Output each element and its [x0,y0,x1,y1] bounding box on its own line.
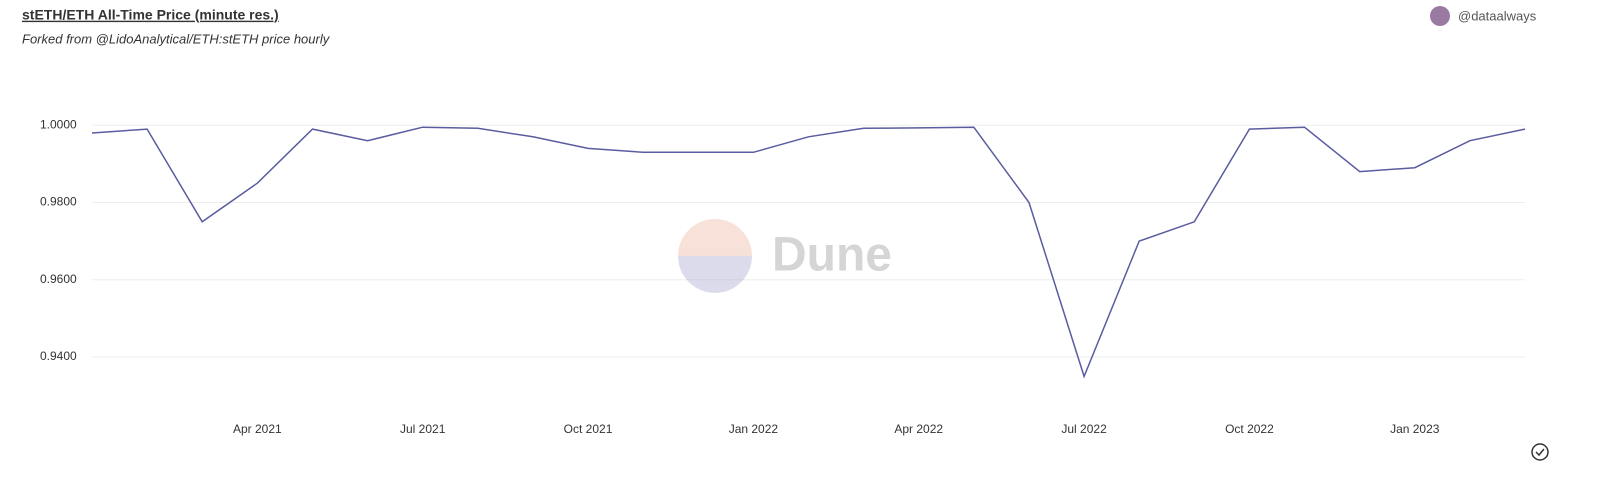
x-tick-label: Jul 2021 [400,422,446,436]
y-tick-label: 0.9800 [40,195,77,209]
chart-subtitle: Forked from @LidoAnalytical/ETH:stETH pr… [22,31,331,46]
x-tick-label: Apr 2021 [233,422,282,436]
y-tick-label: 0.9400 [40,349,77,363]
author[interactable]: @dataalways [1458,8,1537,23]
y-tick-label: 0.9600 [40,272,77,286]
x-tick-label: Oct 2022 [1225,422,1274,436]
x-tick-label: Jan 2022 [729,422,779,436]
watermark-text: Dune [772,229,892,282]
watermark: Dune [678,219,892,293]
x-tick-label: Jul 2022 [1061,422,1107,436]
price-line [91,126,1526,379]
x-tick-label: Oct 2021 [564,422,613,436]
check-icon [1531,443,1549,461]
x-tick-label: Apr 2022 [894,422,943,436]
logo-bottom [678,256,752,293]
y-tick-label: 1.0000 [40,117,77,131]
avatar [1430,6,1450,26]
chart-title: stETH/ETH All-Time Price (minute res.) [22,7,279,23]
check-mark [1535,448,1545,457]
logo-top [678,219,752,256]
x-tick-label: Jan 2023 [1390,422,1440,436]
